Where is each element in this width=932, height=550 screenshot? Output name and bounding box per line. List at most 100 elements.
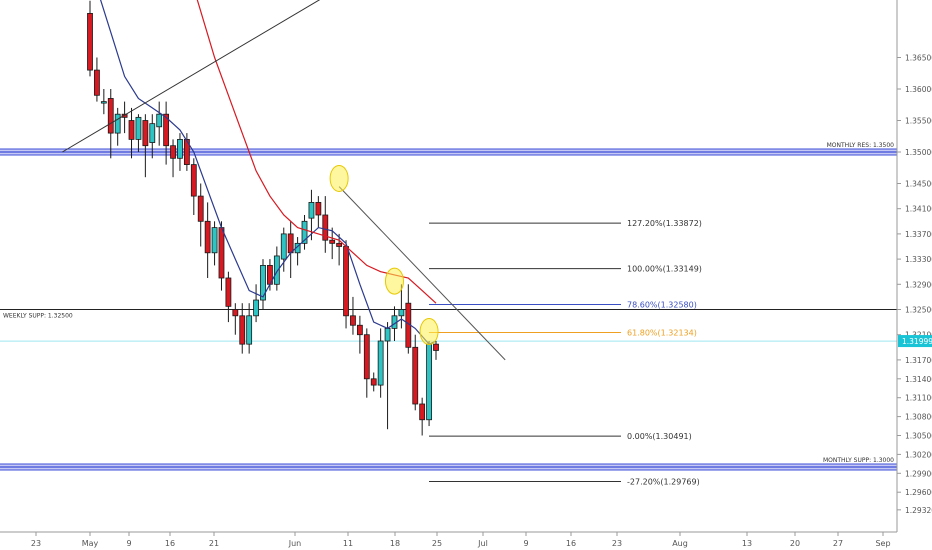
price-tick-label: 1.34500 xyxy=(905,180,932,189)
price-tick-label: 1.29600 xyxy=(905,488,932,497)
fib-label: 78.60%(1.32580) xyxy=(627,300,697,309)
price-tick-label: 1.31700 xyxy=(905,356,932,365)
highlight-marker xyxy=(384,267,404,295)
bearish-candle xyxy=(412,346,419,405)
time-tick-label: 16 xyxy=(566,539,576,548)
bearish-candle xyxy=(163,113,170,147)
bullish-candle xyxy=(384,327,391,342)
bullish-candle xyxy=(280,233,287,260)
bullish-candle xyxy=(246,315,253,345)
fib-label: 127.20%(1.33872) xyxy=(627,219,702,228)
bullish-candle xyxy=(260,264,266,301)
price-tick-label: 1.35000 xyxy=(905,148,932,157)
support-resistance-levels: MONTHLY RES: 1.3500 WEEKLY SUPP: 1.32500 M… xyxy=(0,142,897,471)
bearish-candle xyxy=(225,277,232,307)
price-label: 1.31999 xyxy=(902,337,932,346)
bearish-candle xyxy=(287,233,294,254)
price-tick-label: 1.30800 xyxy=(905,413,932,422)
time-tick-label: 9 xyxy=(126,539,131,548)
price-tick-label: 1.29320 xyxy=(905,506,932,515)
level-label: MONTHLY SUPP: 1.3000 xyxy=(823,457,894,464)
bearish-candle xyxy=(128,120,135,140)
bearish-candle xyxy=(190,164,197,197)
time-tick-label: 23 xyxy=(31,539,41,548)
bullish-candle xyxy=(100,101,107,104)
time-tick-label: 25 xyxy=(432,539,442,548)
time-tick-label: Sep xyxy=(875,539,890,548)
time-axis[interactable]: 23 May 9 16 21 Jun 11 18 25 Jul 9 16 23 Aug 13 20 27 Sep xyxy=(0,531,897,548)
time-tick-label: 21 xyxy=(209,539,219,548)
highlight-marker xyxy=(329,164,349,192)
bearish-candle xyxy=(218,227,225,279)
bearish-candle xyxy=(94,69,100,96)
price-tick-label: 1.36000 xyxy=(905,85,932,94)
price-tick-label: 1.32900 xyxy=(905,280,932,289)
fibonacci-levels: 127.20%(1.33872) 100.00%(1.33149) 78.60%(1… xyxy=(429,219,702,487)
fib-label: 61.80%(1.32134) xyxy=(627,329,697,338)
time-tick-label: 20 xyxy=(790,539,800,548)
time-tick-label: 9 xyxy=(523,539,528,548)
price-label-box xyxy=(898,335,932,348)
price-tick-label: 1.36500 xyxy=(905,54,932,63)
bearish-candle xyxy=(433,343,439,351)
price-tick-label: 1.31400 xyxy=(905,375,932,384)
bearish-candle xyxy=(204,220,211,254)
trend-line xyxy=(338,186,506,361)
time-tick-label: 11 xyxy=(343,539,353,548)
price-tick-label: 1.30200 xyxy=(905,450,932,459)
price-tick-label: 1.35500 xyxy=(905,117,932,126)
bearish-candle xyxy=(232,309,239,317)
bearish-candle xyxy=(336,242,343,247)
time-tick-label: May xyxy=(82,539,99,548)
bearish-candle xyxy=(419,403,426,421)
price-tick-label: 1.30500 xyxy=(905,432,932,441)
bullish-candle xyxy=(426,343,432,421)
bullish-candle xyxy=(211,227,218,254)
bearish-candle xyxy=(183,138,190,165)
bearish-candle xyxy=(239,315,246,345)
trend-line xyxy=(62,0,321,153)
trend-lines xyxy=(62,0,506,361)
bullish-candle xyxy=(177,138,183,159)
price-tick-label: 1.33300 xyxy=(905,255,932,264)
time-tick-label: Aug xyxy=(672,539,688,548)
fib-label: 100.00%(1.33149) xyxy=(627,265,702,274)
highlight-markers xyxy=(329,164,439,346)
highlight-marker xyxy=(419,318,439,346)
bearish-candle xyxy=(315,201,322,216)
bullish-candle xyxy=(149,123,156,143)
bearish-candle xyxy=(370,378,377,386)
bearish-candle xyxy=(87,12,93,71)
bearish-candle xyxy=(142,120,149,147)
price-tick-label: 1.33700 xyxy=(905,230,932,239)
bearish-candle xyxy=(322,214,329,241)
bearish-candle xyxy=(170,145,176,159)
candles xyxy=(87,0,439,436)
bullish-candle xyxy=(377,340,384,386)
price-tick-label: 1.34100 xyxy=(905,205,932,214)
fib-label: 0.00%(1.30491) xyxy=(627,432,692,441)
time-tick-label: 23 xyxy=(612,539,622,548)
bearish-candle xyxy=(343,246,349,317)
bearish-candle xyxy=(121,113,128,118)
bearish-candle xyxy=(107,98,114,134)
bearish-candle xyxy=(197,195,204,222)
bullish-candle xyxy=(301,220,308,244)
bullish-candle xyxy=(114,113,121,134)
bullish-candle xyxy=(308,201,315,219)
bullish-candle xyxy=(135,116,142,140)
price-tick-label: 1.31100 xyxy=(905,394,932,403)
bearish-candle xyxy=(363,334,370,380)
bullish-candle xyxy=(156,113,163,128)
price-axis[interactable]: 1.36500 1.36000 1.35500 1.35000 1.34500 1.341… xyxy=(896,0,932,532)
bearish-candle xyxy=(350,315,356,326)
bearish-candle xyxy=(329,239,336,244)
time-tick-label: Jul xyxy=(477,539,488,548)
time-tick-label: Jun xyxy=(288,539,302,548)
bullish-candle xyxy=(398,309,405,317)
time-tick-label: 27 xyxy=(833,539,843,548)
time-tick-label: 13 xyxy=(742,539,752,548)
fast-moving-average xyxy=(99,0,437,345)
